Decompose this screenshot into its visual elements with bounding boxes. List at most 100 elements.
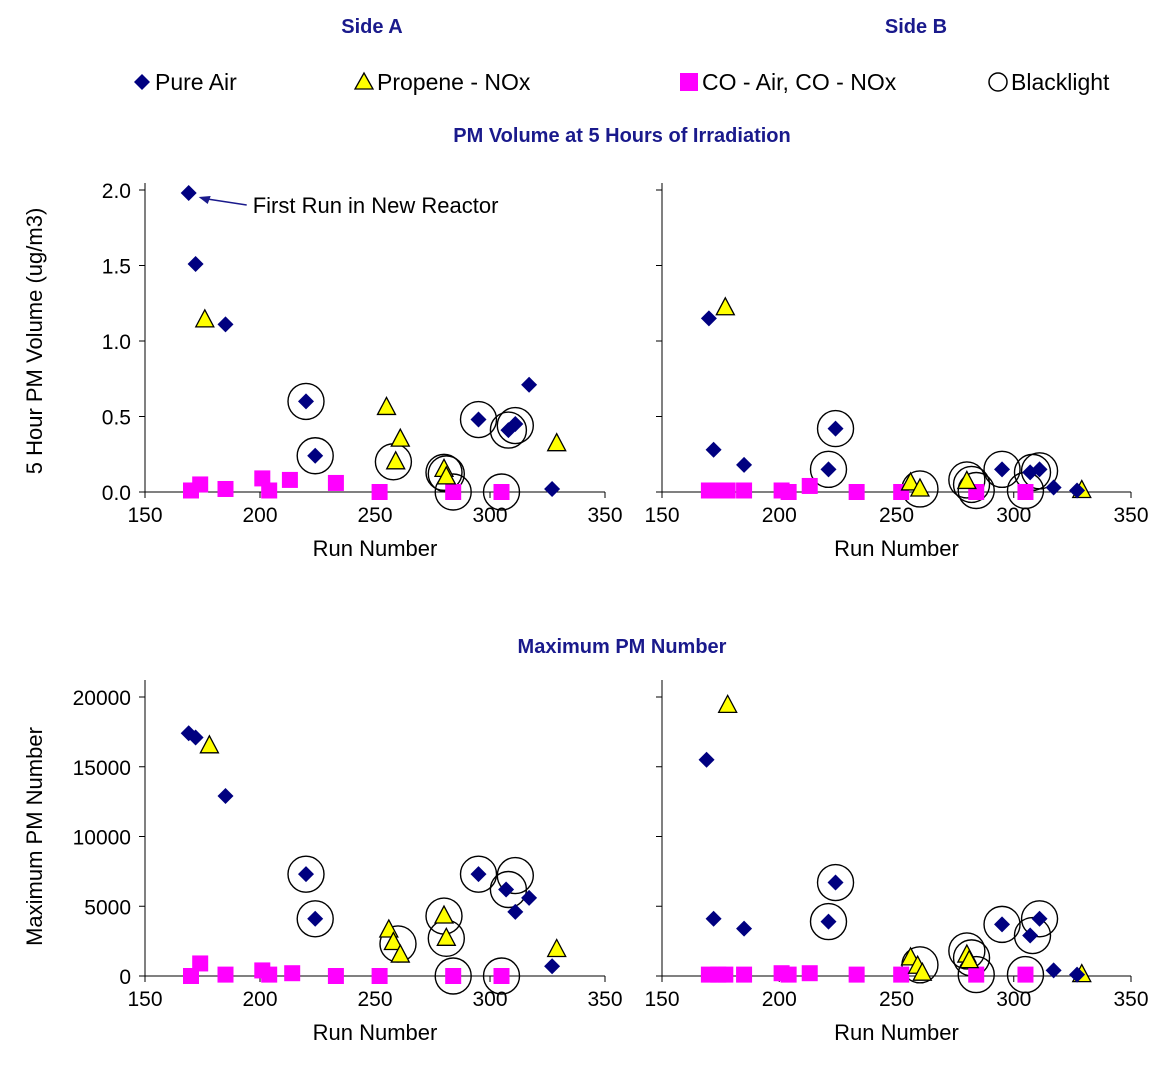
- y-tick-label: 20000: [73, 687, 131, 710]
- data-point: [521, 376, 538, 393]
- chart-panel-top-right: 150 200 250 300 350 Run Number: [644, 183, 1149, 561]
- data-point: [459, 855, 498, 893]
- data-point: [698, 751, 715, 768]
- data-point: [493, 968, 510, 984]
- data-point: [809, 450, 848, 489]
- data-point: [287, 382, 325, 421]
- y-tick-label: 1.5: [102, 256, 131, 279]
- data-point: [956, 470, 977, 490]
- data-point: [187, 255, 204, 272]
- data-point: [434, 957, 472, 995]
- x-tick-label: 350: [587, 988, 622, 1011]
- data-point: [952, 465, 991, 504]
- data-point: [827, 420, 844, 437]
- y-axis-label: 5 Hour PM Volume (ug/m3): [22, 208, 47, 475]
- data-point: [496, 856, 534, 895]
- data-point: [445, 484, 462, 500]
- data-point: [1022, 927, 1039, 944]
- legend-label: Pure Air: [155, 69, 237, 95]
- x-tick-label: 200: [242, 988, 277, 1011]
- series-pure-air: [180, 725, 561, 975]
- data-point: [507, 903, 524, 920]
- x-tick-label: 150: [127, 504, 162, 527]
- y-tick-label: 0: [119, 966, 131, 989]
- data-point: [801, 965, 818, 982]
- data-point: [194, 308, 215, 328]
- series-blacklight: [287, 382, 534, 511]
- data-point: [994, 461, 1011, 478]
- data-point: [217, 316, 234, 333]
- data-point: [298, 393, 314, 410]
- plot-area: PM Volume at 5 Hours of Irradiation 0.0 0.…: [22, 125, 1149, 1045]
- data-point: [459, 400, 498, 439]
- x-tick-label: 150: [644, 988, 679, 1011]
- data-point: [717, 966, 734, 983]
- data-point: [948, 932, 986, 970]
- data-point: [376, 396, 397, 416]
- data-point: [390, 427, 411, 447]
- series-co-air-co-nox: [700, 477, 1034, 500]
- data-point: [848, 484, 865, 500]
- data-point: [715, 296, 736, 316]
- x-tick-label: 250: [879, 988, 914, 1011]
- data-point: [700, 310, 717, 327]
- data-point: [425, 453, 463, 492]
- data-point: [296, 900, 334, 938]
- data-point: [968, 966, 985, 983]
- y-tick-label: 5000: [84, 896, 131, 919]
- legend-entry-1: Propene - NOx: [353, 69, 531, 95]
- data-point: [287, 855, 325, 893]
- data-point: [848, 966, 865, 983]
- x-axis-label: Run Number: [313, 1020, 438, 1045]
- data-point: [1013, 916, 1052, 955]
- legend-marker-pure-air: [134, 74, 150, 90]
- data-point: [199, 734, 220, 754]
- data-point: [327, 474, 344, 491]
- data-point: [912, 961, 933, 981]
- data-point: [482, 473, 521, 511]
- data-point: [909, 477, 931, 497]
- data-point: [780, 966, 797, 983]
- data-point: [307, 447, 324, 464]
- x-tick-label: 200: [762, 988, 797, 1011]
- legend-entry-2: CO - Air, CO - NOx: [680, 69, 897, 95]
- data-point: [261, 966, 278, 983]
- data-point: [1017, 484, 1034, 500]
- x-tick-label: 350: [1113, 504, 1148, 527]
- data-point: [983, 905, 1021, 944]
- data-point: [1045, 962, 1062, 979]
- annotation-label: First Run in New Reactor: [253, 193, 499, 218]
- data-point: [736, 456, 753, 473]
- x-tick-label: 250: [357, 504, 392, 527]
- data-point: [192, 476, 209, 493]
- data-point: [983, 450, 1021, 489]
- data-point: [298, 866, 314, 883]
- legend-marker-propene: [353, 71, 375, 90]
- data-point: [1031, 910, 1048, 927]
- data-point: [959, 949, 980, 969]
- x-tick-label: 150: [127, 988, 162, 1011]
- data-point: [521, 889, 538, 906]
- data-point: [736, 966, 753, 983]
- series-co-air-co-nox: [700, 965, 1034, 983]
- data-point: [307, 910, 324, 927]
- data-point: [217, 966, 234, 983]
- data-point: [1017, 966, 1034, 983]
- legend-marker-blacklight: [988, 72, 1008, 92]
- y-tick-label: 2.0: [102, 180, 131, 203]
- data-point: [507, 416, 524, 433]
- data-point: [217, 788, 234, 805]
- series-co-air-co-nox: [183, 955, 510, 984]
- data-point: [217, 480, 234, 497]
- data-point: [496, 406, 534, 445]
- legend-entry-3: Blacklight: [988, 69, 1110, 95]
- data-point: [820, 913, 837, 930]
- data-point: [546, 432, 567, 452]
- side-b-header: Side B: [885, 16, 947, 38]
- data-point: [816, 863, 855, 902]
- data-point: [383, 931, 404, 951]
- series-pure-air: [180, 185, 561, 497]
- data-point: [957, 471, 995, 510]
